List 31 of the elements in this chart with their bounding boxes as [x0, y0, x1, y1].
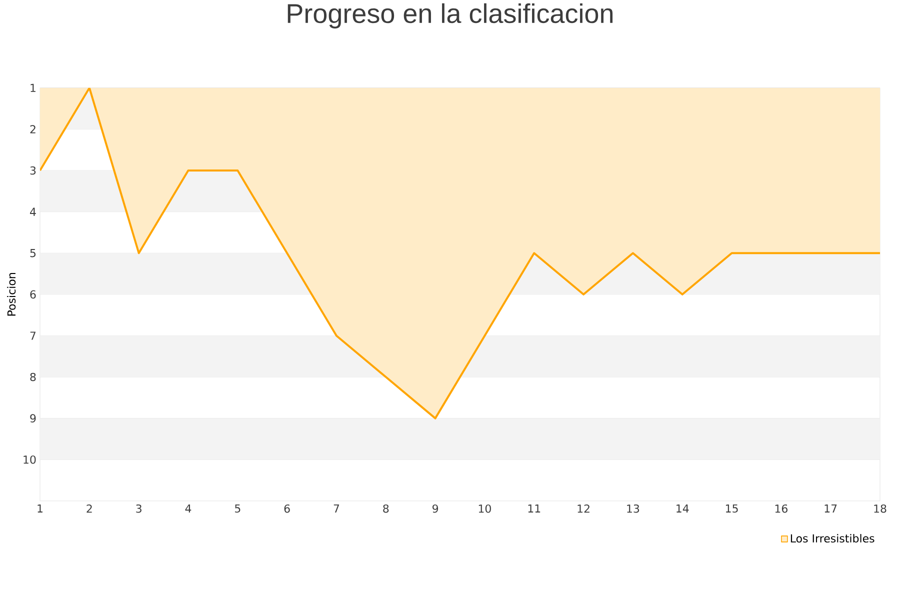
y-tick-label: 5: [30, 249, 36, 258]
x-tick-label: 12: [578, 504, 590, 513]
y-tick-label: 3: [30, 166, 36, 175]
x-tick-label: 16: [775, 504, 788, 513]
x-tick-label: 2: [86, 504, 92, 513]
y-axis-title: Posicion: [7, 273, 16, 316]
x-tick-label: 11: [528, 504, 540, 513]
y-tick-label: 2: [30, 125, 36, 134]
y-tick-label: 6: [30, 290, 36, 299]
chart-title: Progreso en la clasificacion: [288, 3, 613, 29]
x-tick-label: 8: [383, 504, 389, 513]
x-tick-label: 4: [185, 504, 192, 513]
x-tick-label: 10: [478, 504, 491, 513]
y-tick-label: 9: [30, 414, 36, 423]
x-tick-label: 15: [726, 504, 738, 513]
x-tick-label: 18: [874, 504, 886, 513]
legend-label: Los Irresistibles: [790, 534, 874, 543]
y-tick-label: 10: [24, 456, 36, 464]
y-tick-label: 8: [30, 372, 36, 382]
y-tick-label: 7: [30, 332, 36, 340]
x-tick-label: 1: [38, 504, 42, 513]
y-tick-label: 1: [30, 84, 36, 92]
y-tick-label: 4: [30, 208, 36, 216]
x-tick-label: 9: [432, 504, 438, 513]
x-tick-label: 3: [136, 504, 142, 513]
x-tick-label: 13: [627, 504, 640, 513]
x-tick-label: 6: [284, 504, 290, 513]
x-tick-label: 5: [235, 504, 240, 513]
x-tick-label: 7: [334, 504, 340, 513]
x-tick-label: 14: [676, 504, 689, 513]
x-tick-label: 17: [824, 504, 837, 513]
